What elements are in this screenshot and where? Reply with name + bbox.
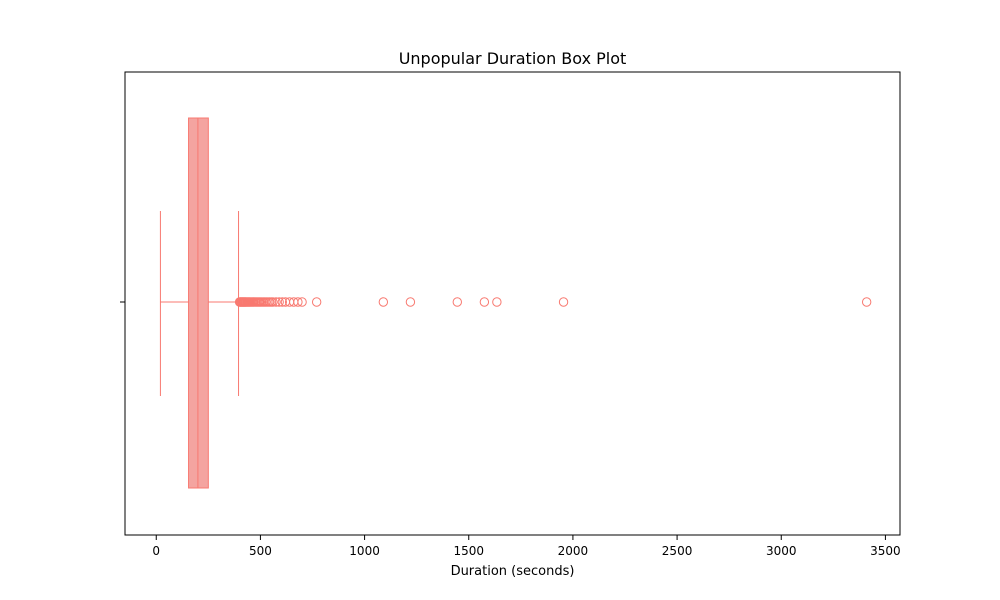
outlier-point xyxy=(268,297,278,307)
outlier-point xyxy=(492,297,502,307)
x-tick-label: 2000 xyxy=(558,544,589,558)
x-tick-label: 2500 xyxy=(662,544,693,558)
outlier-point xyxy=(297,297,307,307)
outlier-point xyxy=(378,297,389,307)
x-tick-label: 0 xyxy=(152,544,160,558)
x-tick-label: 1000 xyxy=(349,544,380,558)
outlier-point xyxy=(277,297,287,307)
outlier-point xyxy=(271,297,281,307)
plot-frame xyxy=(124,71,901,536)
outlier-point xyxy=(452,297,462,307)
plot-marks xyxy=(159,117,872,489)
outlier-point xyxy=(293,297,303,307)
x-tick-label: 1500 xyxy=(453,544,484,558)
x-axis-label: Duration (seconds) xyxy=(451,564,575,579)
outlier-point xyxy=(861,297,872,307)
x-tick-label: 500 xyxy=(249,544,272,558)
x-axis-ticks: 0 500 1000 1500 2000 2500 3000 3500 xyxy=(152,535,901,558)
outlier-point xyxy=(311,297,322,307)
chart-title: Unpopular Duration Box Plot xyxy=(399,49,627,68)
outlier-point xyxy=(558,297,569,307)
outlier-point xyxy=(479,297,490,307)
box-iqr xyxy=(188,117,209,489)
outlier-point xyxy=(405,297,416,307)
outlier-point xyxy=(274,297,284,307)
x-tick-label: 3000 xyxy=(766,544,797,558)
x-tick-label: 3500 xyxy=(870,544,901,558)
